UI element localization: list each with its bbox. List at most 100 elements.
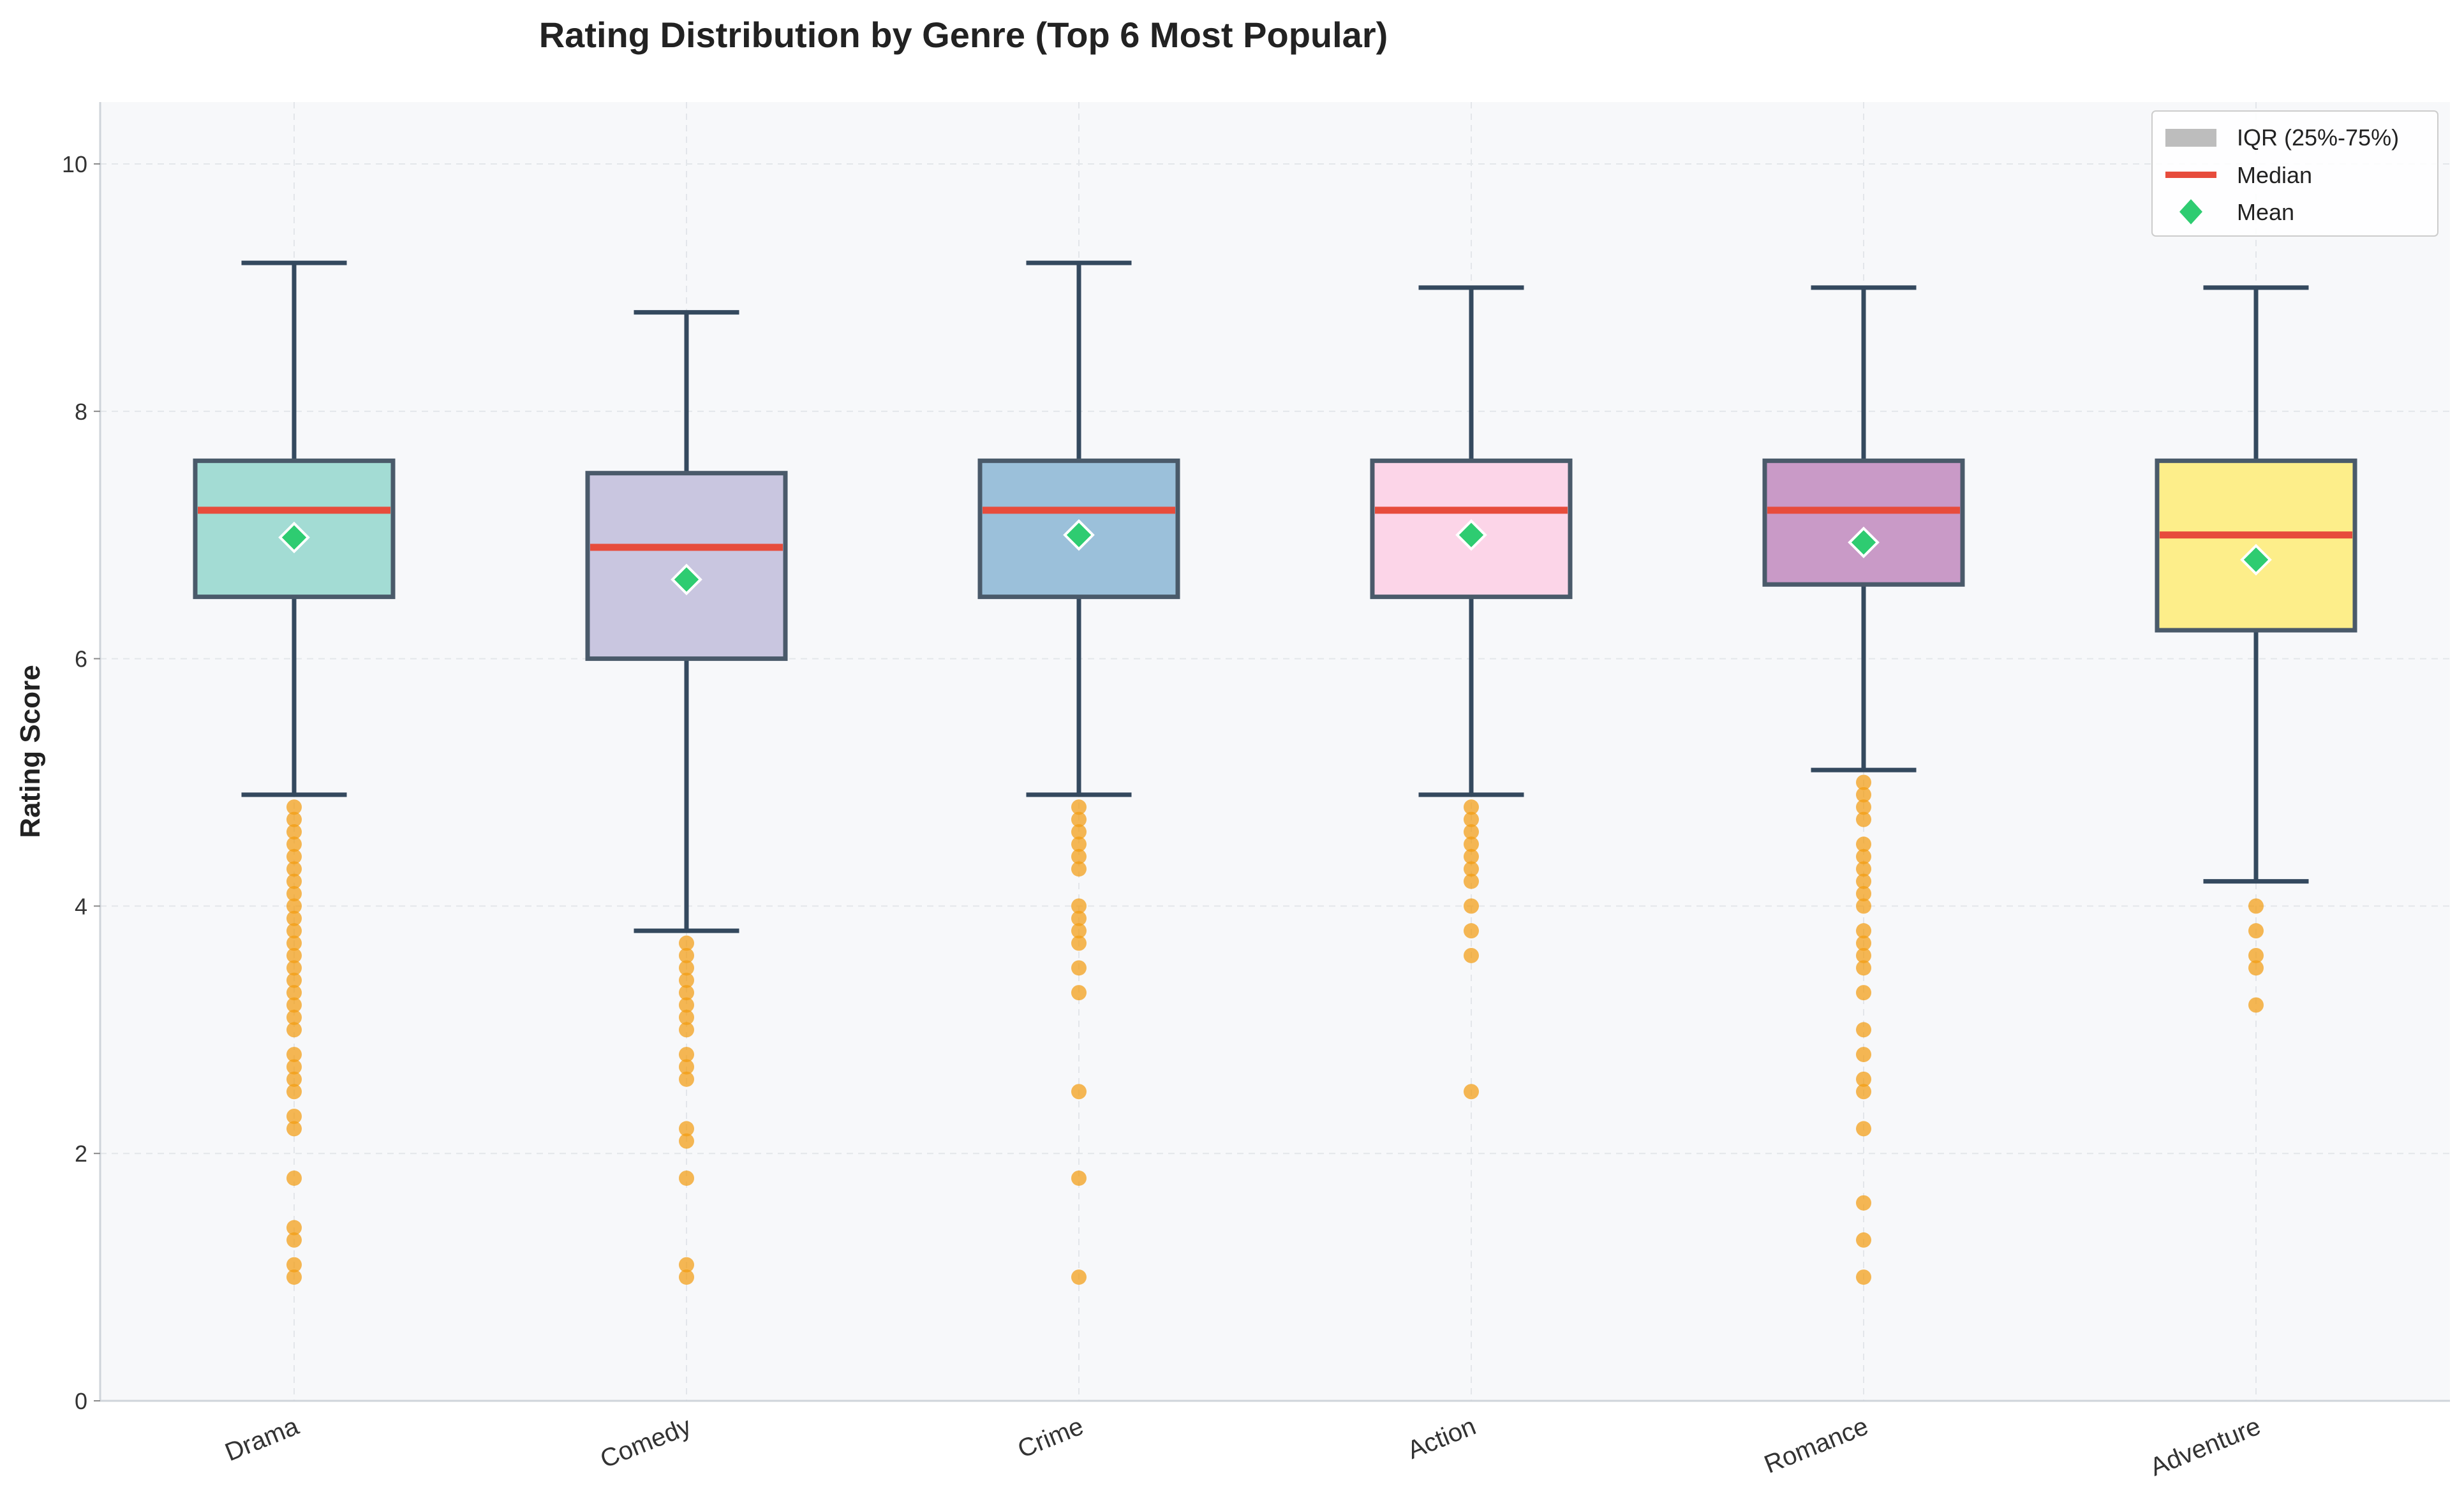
mean-marker bbox=[2240, 543, 2272, 576]
outlier-point bbox=[286, 799, 302, 815]
y-tick-label: 4 bbox=[75, 893, 87, 919]
legend-mean-swatch bbox=[2176, 196, 2206, 228]
box-group-crime bbox=[977, 260, 1180, 1285]
outlier-point bbox=[286, 898, 302, 914]
box-group-action bbox=[1370, 285, 1573, 1100]
y-tick-label: 0 bbox=[75, 1388, 87, 1414]
outlier-point bbox=[1856, 1084, 1871, 1100]
outlier-point bbox=[286, 1232, 302, 1248]
outlier-point bbox=[679, 1133, 694, 1149]
outlier-point bbox=[1071, 1269, 1087, 1285]
outlier-point bbox=[679, 1170, 694, 1186]
outlier-point bbox=[1071, 1084, 1087, 1100]
outlier-point bbox=[1464, 947, 1479, 963]
outlier-point bbox=[286, 1022, 302, 1038]
outlier-point bbox=[1071, 985, 1087, 1001]
legend-median-label: Median bbox=[2237, 162, 2312, 188]
outlier-point bbox=[2248, 898, 2264, 914]
outlier-point bbox=[286, 997, 302, 1013]
outlier-point bbox=[679, 1009, 694, 1025]
outlier-point bbox=[1856, 861, 1871, 877]
outlier-point bbox=[286, 1084, 302, 1100]
outlier-point bbox=[1856, 898, 1871, 914]
outlier-point bbox=[1856, 985, 1871, 1001]
outlier-point bbox=[679, 1257, 694, 1273]
outlier-point bbox=[286, 1257, 302, 1273]
outlier-point bbox=[1071, 861, 1087, 877]
outlier-point bbox=[1856, 1195, 1871, 1211]
y-tick-label: 2 bbox=[75, 1141, 87, 1167]
outlier-point bbox=[286, 1121, 302, 1137]
outlier-point bbox=[286, 1009, 302, 1025]
outlier-point bbox=[286, 972, 302, 988]
outlier-point bbox=[679, 985, 694, 1001]
outlier-point bbox=[1856, 848, 1871, 864]
outlier-point bbox=[679, 960, 694, 976]
mean-marker bbox=[278, 521, 310, 554]
outlier-point bbox=[1856, 836, 1871, 852]
outlier-point bbox=[679, 997, 694, 1013]
outlier-point bbox=[286, 985, 302, 1001]
y-axis-label: Rating Score bbox=[15, 665, 46, 838]
outlier-point bbox=[1856, 1269, 1871, 1285]
outlier-point bbox=[679, 1022, 694, 1038]
outlier-point bbox=[1464, 799, 1479, 815]
outlier-point bbox=[286, 811, 302, 827]
y-tick-label: 8 bbox=[75, 399, 87, 425]
outlier-point bbox=[1071, 824, 1087, 840]
outlier-point bbox=[1856, 960, 1871, 976]
outlier-point bbox=[1856, 1022, 1871, 1038]
outlier-point bbox=[286, 873, 302, 889]
outlier-point bbox=[286, 935, 302, 951]
mean-marker bbox=[1848, 526, 1880, 559]
outlier-point bbox=[286, 1109, 302, 1125]
outlier-point bbox=[1071, 836, 1087, 852]
outlier-point bbox=[2248, 997, 2264, 1013]
outlier-point bbox=[1071, 910, 1087, 926]
outlier-point bbox=[1856, 947, 1871, 963]
chart-title: Rating Distribution by Genre (Top 6 Most… bbox=[539, 15, 1388, 55]
outlier-point bbox=[1071, 923, 1087, 939]
outlier-point bbox=[286, 1059, 302, 1075]
outlier-point bbox=[1071, 1170, 1087, 1186]
axes-layer bbox=[99, 102, 2450, 1402]
outlier-point bbox=[286, 885, 302, 901]
legend: IQR (25%-75%) Median Mean bbox=[2151, 110, 2438, 237]
legend-iqr-swatch bbox=[2165, 129, 2216, 147]
outlier-point bbox=[1856, 1232, 1871, 1248]
outlier-point bbox=[286, 947, 302, 963]
outlier-point bbox=[1464, 836, 1479, 852]
legend-iqr-label: IQR (25%-75%) bbox=[2237, 124, 2399, 151]
outlier-point bbox=[1464, 848, 1479, 864]
box-group-adventure bbox=[2155, 285, 2357, 1013]
outlier-point bbox=[1856, 1047, 1871, 1063]
outlier-point bbox=[286, 1220, 302, 1236]
box-group-drama bbox=[193, 260, 396, 1285]
outlier-point bbox=[1856, 1071, 1871, 1087]
outlier-point bbox=[1464, 811, 1479, 827]
box-group-comedy bbox=[585, 310, 788, 1285]
outlier-point bbox=[1071, 811, 1087, 827]
plot-area bbox=[100, 102, 2450, 1401]
outlier-point bbox=[286, 923, 302, 939]
outlier-point bbox=[679, 972, 694, 988]
outlier-point bbox=[286, 848, 302, 864]
legend-frame bbox=[2151, 110, 2438, 237]
outlier-point bbox=[1071, 898, 1087, 914]
outlier-point bbox=[1071, 960, 1087, 976]
box-group-romance bbox=[1762, 285, 1965, 1285]
outlier-point bbox=[1071, 935, 1087, 951]
outlier-point bbox=[1464, 898, 1479, 914]
outlier-point bbox=[1464, 923, 1479, 939]
outlier-point bbox=[2248, 947, 2264, 963]
iqr-box bbox=[1762, 458, 1965, 587]
y-tick-label: 10 bbox=[62, 151, 87, 177]
mean-marker bbox=[671, 563, 702, 596]
outlier-point bbox=[1071, 799, 1087, 815]
outlier-point bbox=[286, 960, 302, 976]
outlier-point bbox=[679, 935, 694, 951]
y-tick-label: 6 bbox=[75, 646, 87, 672]
outlier-point bbox=[286, 1071, 302, 1087]
outlier-point bbox=[286, 836, 302, 852]
